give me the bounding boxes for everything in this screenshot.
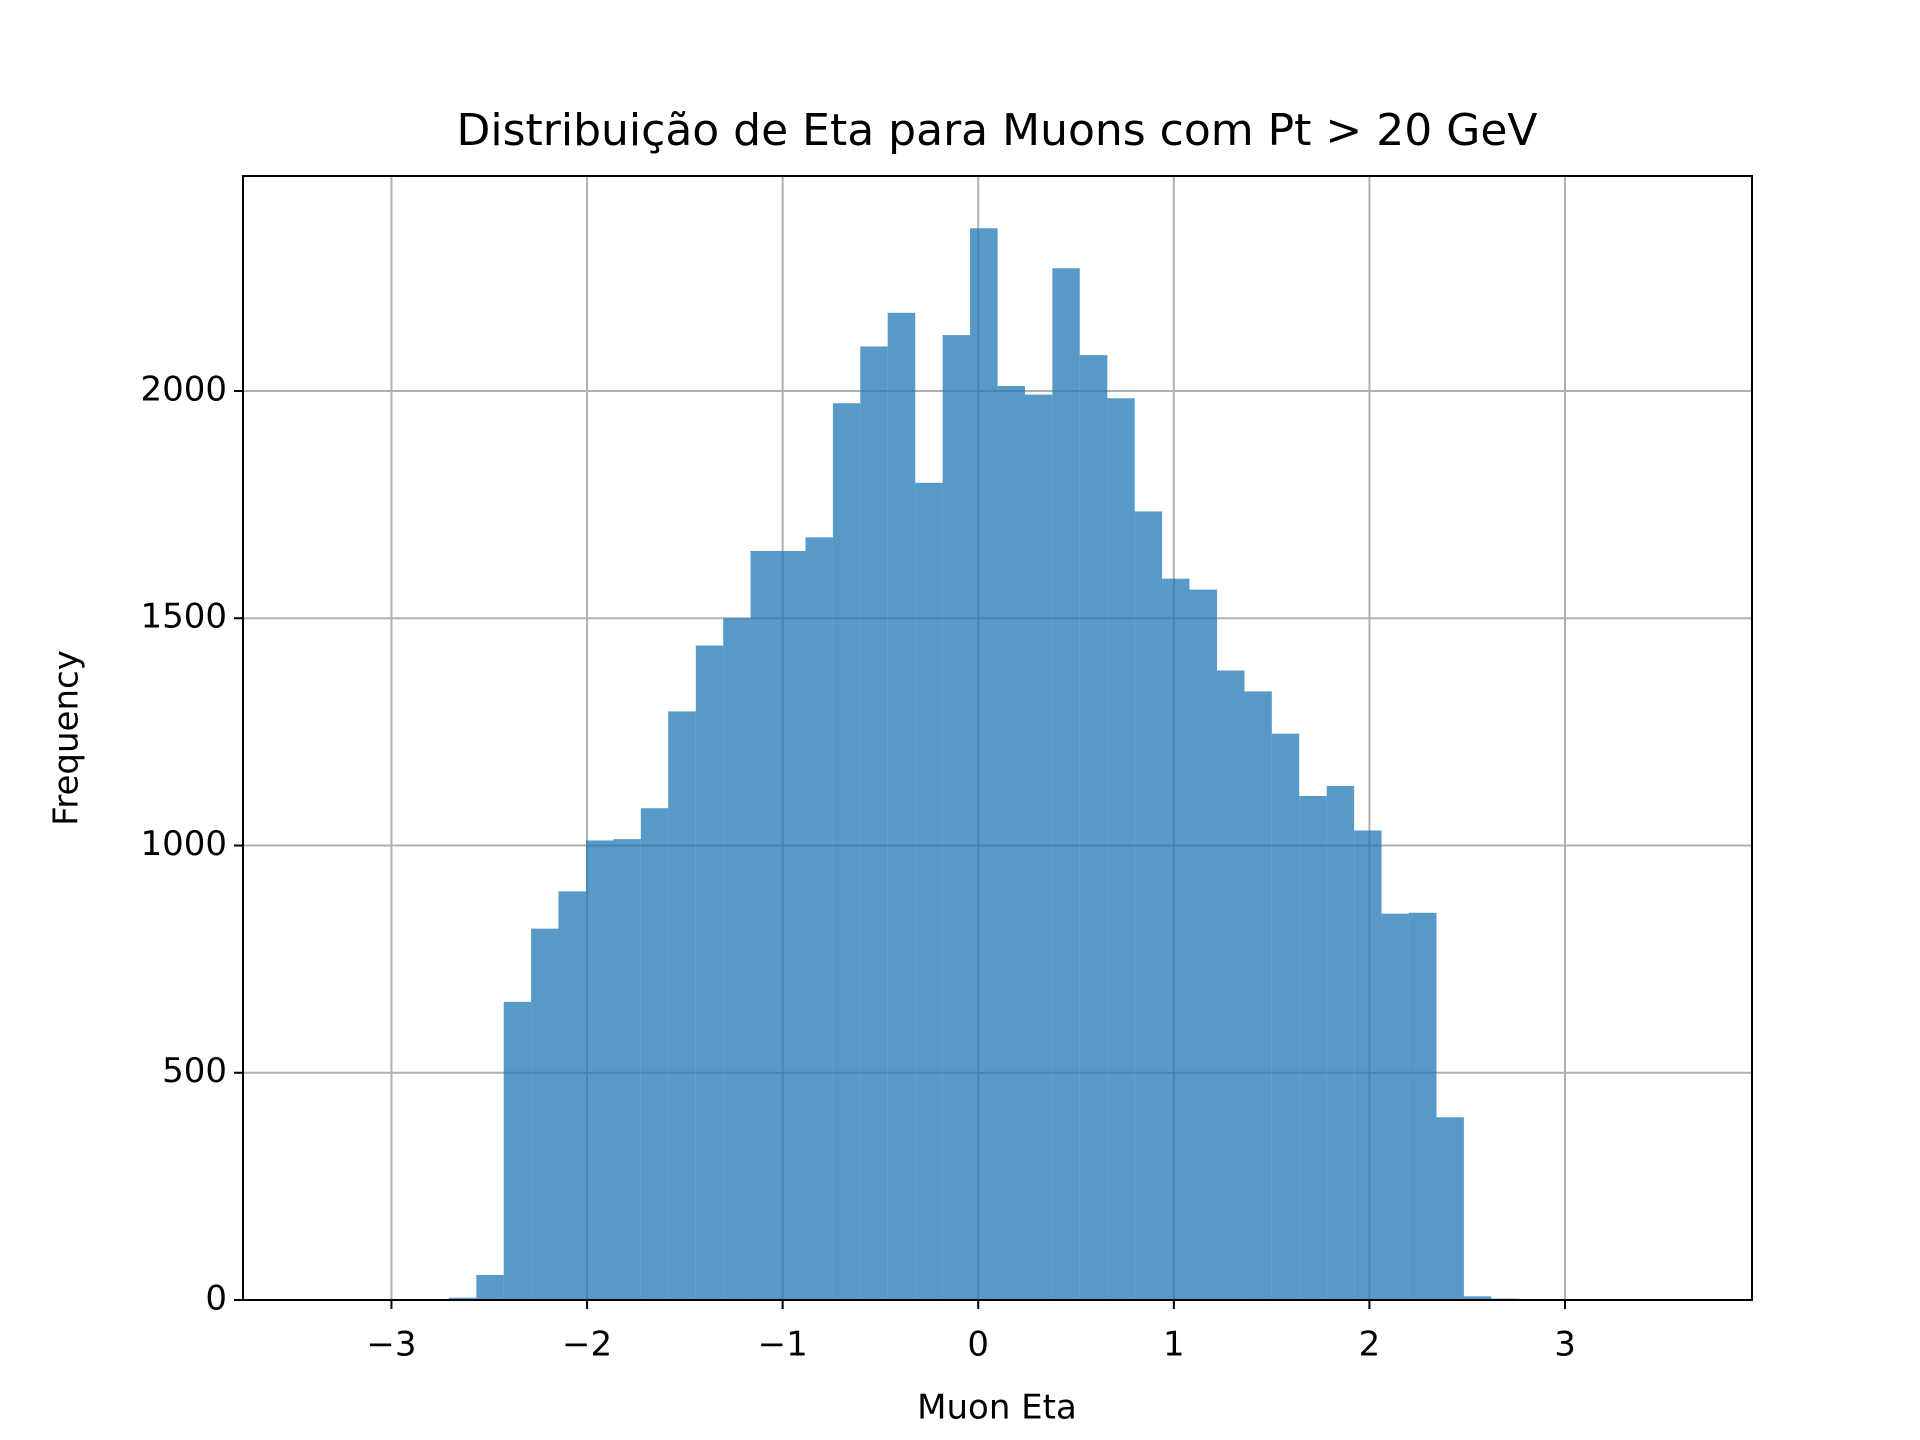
x-tick-label: −1 [758,1325,808,1365]
bar [1134,511,1163,1300]
bar [1381,913,1409,1300]
x-axis-label: Muon Eta [917,1388,1077,1428]
x-tick-label: 3 [1554,1325,1576,1365]
chart-title: Distribuição de Eta para Muons com Pt > … [456,105,1537,156]
x-tick-label: 2 [1359,1325,1381,1365]
bar [1079,355,1108,1300]
bar [448,1297,477,1300]
bar [1408,912,1437,1300]
bar [997,385,1025,1300]
y-tick-label: 1500 [140,597,227,637]
x-tick-label: −3 [366,1325,416,1365]
bar [887,312,916,1300]
bar [750,550,778,1300]
bar [476,1275,504,1300]
bar [1024,394,1053,1301]
bar [503,1001,532,1300]
bar [942,335,971,1301]
bar [915,482,943,1301]
bar [1217,670,1245,1300]
bar [668,711,696,1300]
bar [558,891,587,1300]
bar [1354,830,1382,1300]
bar [832,403,861,1300]
bar [1052,268,1080,1300]
bar [695,645,724,1300]
bar [640,808,669,1300]
bar [1326,785,1355,1300]
bar [1189,589,1218,1300]
bar [1162,578,1190,1300]
y-tick-label: 500 [162,1051,227,1091]
bar [1271,733,1300,1300]
y-tick-label: 1000 [140,824,227,864]
bar [723,618,751,1300]
plot-frame [242,175,1753,1301]
bar [1107,398,1135,1300]
bar [860,346,888,1300]
bar [777,550,806,1300]
y-tick-label: 0 [205,1279,227,1319]
bar [1463,1296,1492,1300]
y-tick-label: 2000 [140,369,227,409]
bar [1299,795,1327,1300]
x-tick-label: 1 [1163,1325,1185,1365]
bar [805,537,833,1300]
bar [1436,1117,1464,1300]
bar [1244,691,1272,1300]
bar [970,228,998,1300]
bar [531,928,559,1300]
y-axis-label: Frequency [47,650,87,826]
x-tick-label: −2 [562,1325,612,1365]
bar [613,839,641,1300]
bar [586,840,614,1300]
x-tick-label: 0 [967,1325,989,1365]
